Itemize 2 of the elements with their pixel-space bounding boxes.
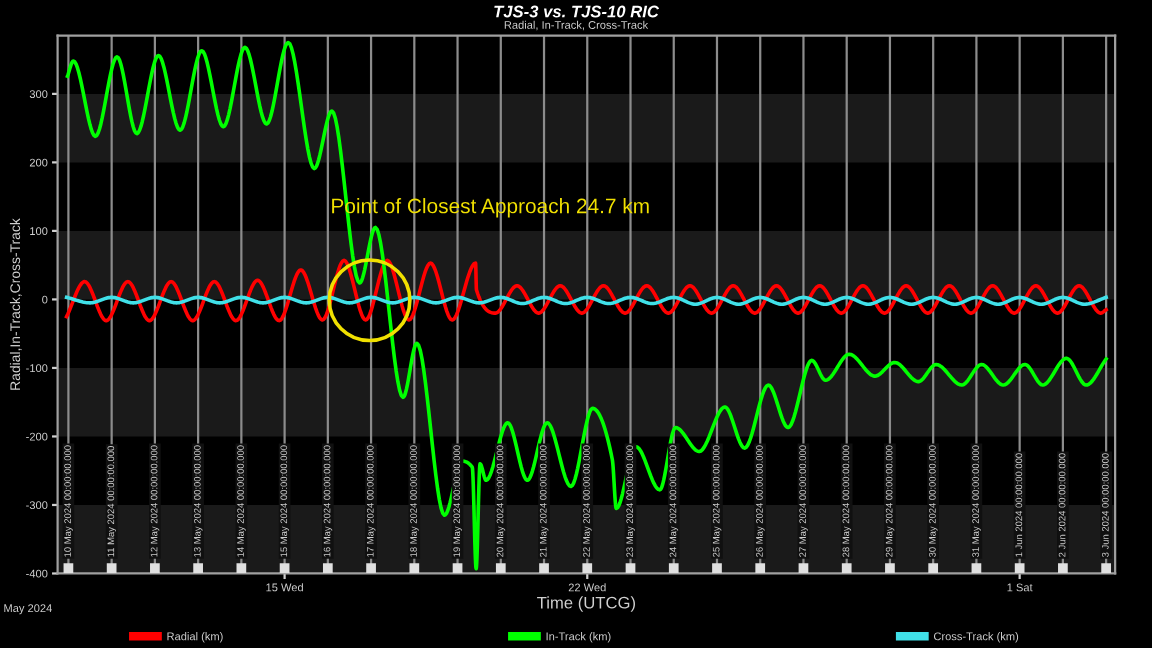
chart-title: TJS-3 vs. TJS-10 RIC (494, 5, 660, 18)
x-axis-title: Time (UTCG) (537, 596, 636, 612)
